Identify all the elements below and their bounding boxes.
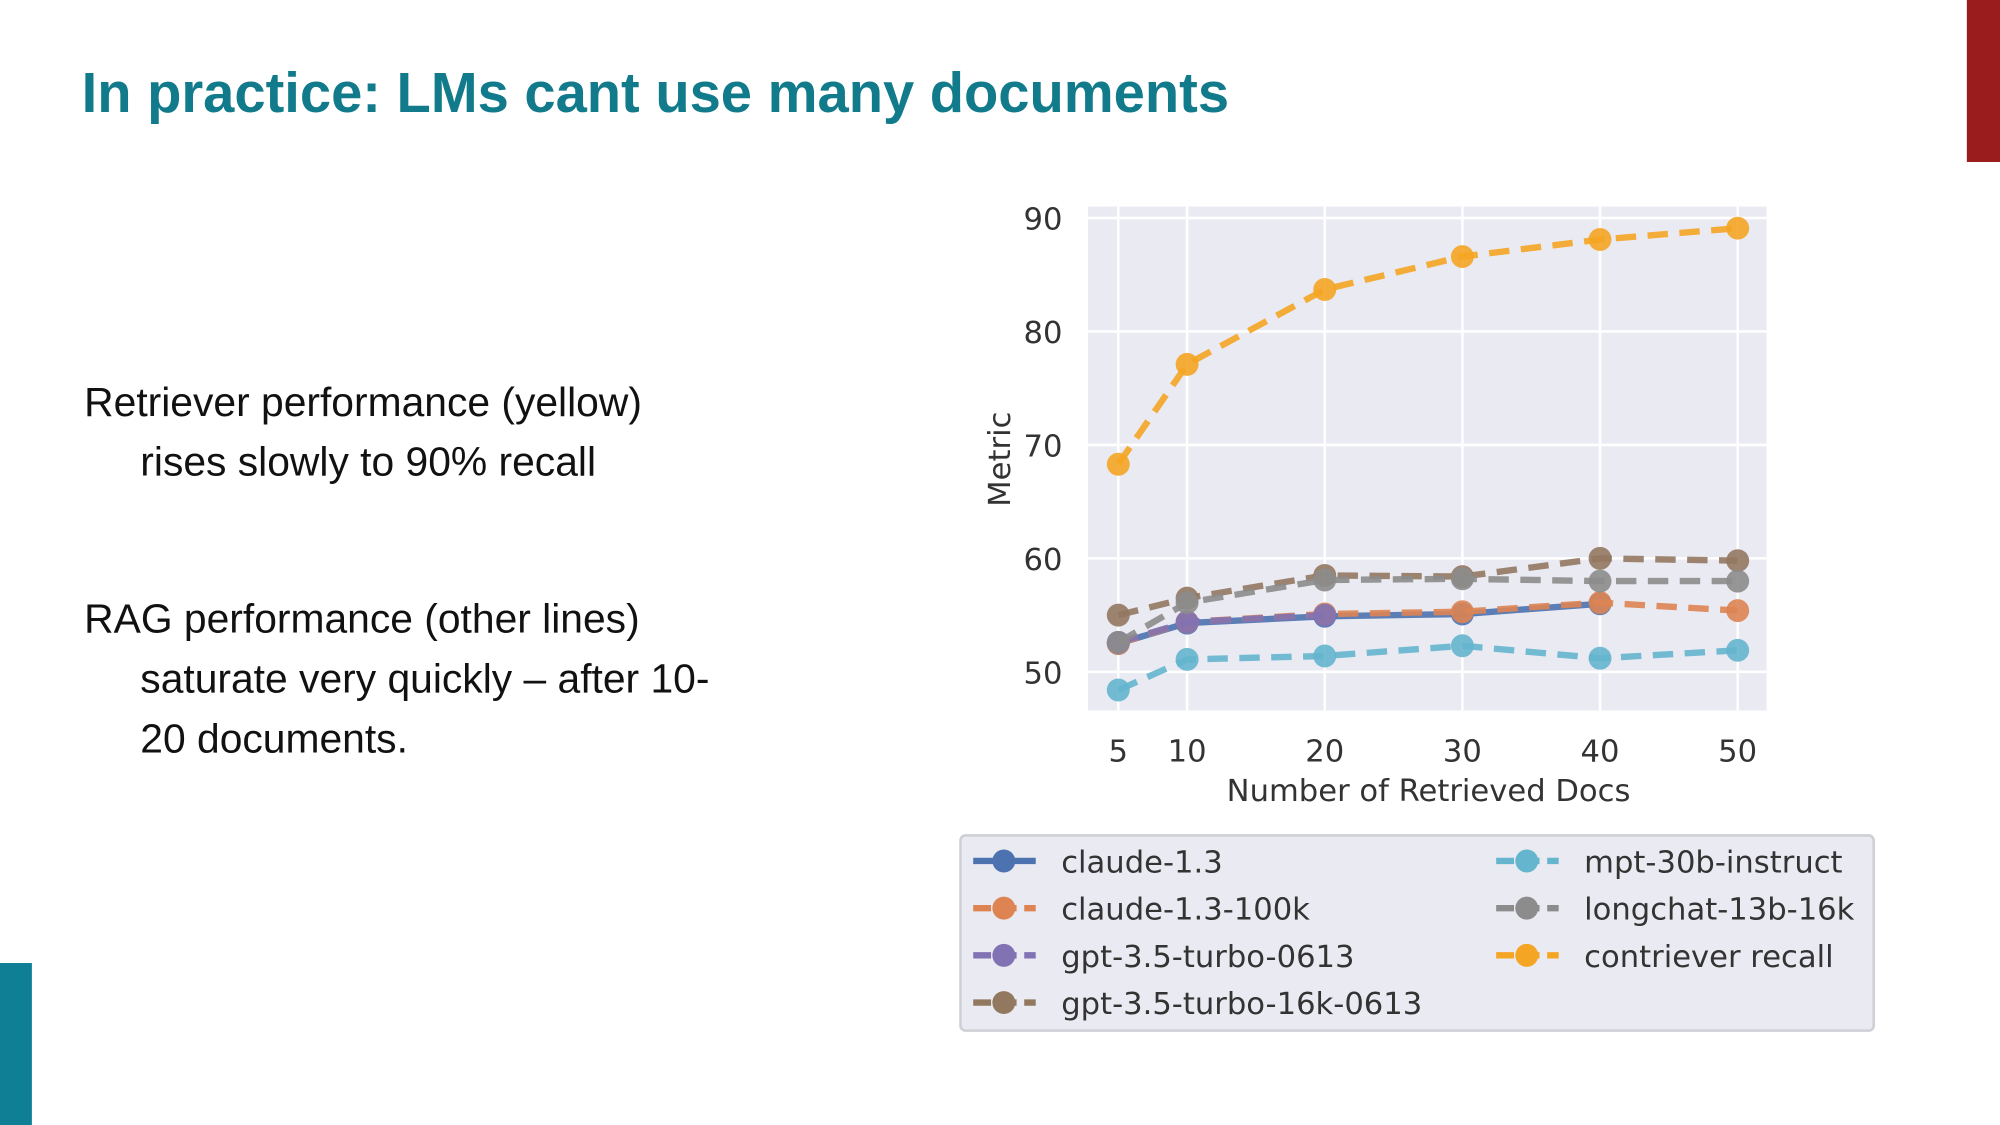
data-point xyxy=(1313,603,1337,627)
data-point xyxy=(1313,277,1337,301)
data-point xyxy=(1726,549,1750,573)
chart: 50 60 70 80 90 5 10 20 30 40 50 Number of Retrieved… xyxy=(959,202,1875,1032)
slide-title: In practice: LMs cant use many documents xyxy=(82,61,1229,124)
data-point xyxy=(1175,352,1199,376)
x-tick-label: 30 xyxy=(1443,734,1482,769)
y-tick-label: 70 xyxy=(1024,429,1063,464)
data-point xyxy=(1726,569,1750,593)
accent-bar xyxy=(0,963,32,1125)
bullet-text: 20 documents. xyxy=(140,716,408,762)
data-point xyxy=(1450,600,1474,624)
legend-label: longchat-13b-16k xyxy=(1584,893,1854,928)
legend-label: contriever recall xyxy=(1584,940,1833,975)
accent-bar xyxy=(1966,0,2000,162)
legend-marker xyxy=(992,991,1016,1015)
data-point xyxy=(1106,678,1130,702)
data-point xyxy=(1588,546,1612,570)
x-tick-label: 20 xyxy=(1305,734,1344,769)
legend-label: mpt-30b-instruct xyxy=(1584,845,1842,880)
data-point xyxy=(1726,599,1750,623)
y-tick-label: 90 xyxy=(1024,202,1063,237)
y-tick-label: 60 xyxy=(1024,543,1063,578)
data-point xyxy=(1588,646,1612,670)
legend-label: claude-1.3-100k xyxy=(1061,893,1310,928)
series-line xyxy=(1116,642,1738,693)
data-point xyxy=(1175,610,1199,634)
data-point xyxy=(1175,591,1199,615)
data-point xyxy=(1106,452,1130,476)
legend-box xyxy=(959,834,1875,1032)
data-point xyxy=(1313,644,1337,668)
y-tick-label: 50 xyxy=(1024,656,1063,691)
y-axis-label: Metric xyxy=(983,412,1018,507)
bullet-text: Retriever performance (yellow) xyxy=(84,379,642,425)
data-point xyxy=(1726,638,1750,662)
data-point xyxy=(1588,591,1612,615)
data-point xyxy=(1450,567,1474,591)
bullet-text: rises slowly to 90% recall xyxy=(140,439,596,485)
data-point xyxy=(1450,634,1474,658)
series-line xyxy=(1115,225,1738,467)
data-point xyxy=(1450,245,1474,269)
x-tick-label: 10 xyxy=(1168,734,1207,769)
legend-marker xyxy=(992,849,1016,873)
x-tick-label: 5 xyxy=(1109,734,1128,769)
data-point xyxy=(1106,603,1130,627)
series-line xyxy=(1116,575,1738,646)
x-axis-label: Number of Retrieved Docs xyxy=(1227,774,1631,809)
legend-label: gpt-3.5-turbo-0613 xyxy=(1061,940,1354,975)
data-point xyxy=(1726,216,1750,240)
data-point xyxy=(1588,569,1612,593)
y-tick-label: 80 xyxy=(1024,316,1063,351)
data-point xyxy=(1106,630,1130,654)
bullet-text: saturate very quickly – after 10- xyxy=(140,656,709,702)
data-point xyxy=(1175,647,1199,671)
legend-marker xyxy=(1515,896,1539,920)
slide-body: Retriever performance (yellow) rises slow… xyxy=(84,379,709,762)
legend-marker xyxy=(1515,943,1539,967)
data-point xyxy=(1588,228,1612,252)
legend-label: claude-1.3 xyxy=(1061,845,1222,880)
bullet-text: RAG performance (other lines) xyxy=(84,596,640,642)
legend-marker xyxy=(992,896,1016,920)
x-tick-label: 50 xyxy=(1718,734,1757,769)
legend-marker xyxy=(992,943,1016,967)
legend-label: gpt-3.5-turbo-16k-0613 xyxy=(1061,987,1422,1022)
x-tick-label: 40 xyxy=(1581,734,1620,769)
plot-area xyxy=(1088,206,1767,711)
legend-marker xyxy=(1515,849,1539,873)
data-point xyxy=(1313,568,1337,592)
